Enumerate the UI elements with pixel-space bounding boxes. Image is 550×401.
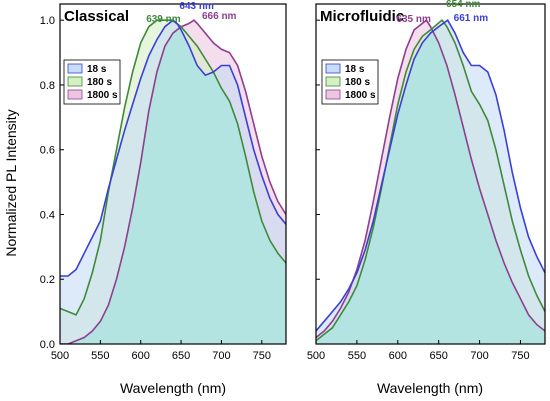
y-tick-label: 0.4 [40,209,55,221]
series-line-18s [60,19,286,277]
panel-title-classical: Classical [64,8,129,25]
x-tick-label: 550 [91,350,109,362]
x-tick-label: 700 [212,350,230,362]
legend-label: 1800 s [345,90,376,101]
x-tick-label: 750 [253,350,271,362]
y-tick-label: 0.6 [40,145,55,157]
y-tick-label: 0.8 [40,80,55,92]
panel-microfluidic: Microfluidic Wavelength (nm) 500 550 600 65… [307,0,546,396]
x-tick-label: 650 [429,350,447,362]
x-axis-title-classical: Wavelength (nm) [120,380,226,396]
series-line-180s [316,19,545,342]
plot-frame-microfluidic [315,3,546,345]
x-tick-label: 750 [511,350,529,362]
legend-label: 18 s [345,64,365,75]
legend-label: 1800 s [87,90,118,101]
peak-label: 661 nm [454,13,489,24]
y-tick-label: 0.2 [40,274,55,286]
series-line-1800s [60,19,286,344]
overlap-fill [60,29,286,344]
y-tick-label: 0.0 [40,339,55,351]
peak-label: 635 nm [396,14,431,25]
peak-label: 643 nm [179,1,214,12]
series-line-18s [316,19,545,332]
x-tick-label: 500 [51,350,69,362]
panel-classical: Classical Wavelength (nm) 500 550 600 650 70… [40,1,287,396]
overlap-fill [316,33,545,344]
legend-swatch [67,63,83,74]
legend-label: 180 s [87,77,112,88]
peak-label: 654 nm [446,0,481,10]
x-tick-label: 600 [389,350,407,362]
x-tick-label: 650 [172,350,190,362]
legend-swatch [325,63,341,74]
legend-swatch [325,89,341,100]
x-tick-label: 550 [348,350,366,362]
y-tick-label: 1.0 [40,15,55,27]
legend: 18 s 180 s 1800 s [63,59,121,105]
legend-label: 180 s [345,77,370,88]
x-axis-title-microfluidic: Wavelength (nm) [377,380,483,396]
peak-label: 666 nm [202,11,237,22]
legend-swatch [325,76,341,87]
x-tick-label: 600 [132,350,150,362]
legend-swatch [67,76,83,87]
x-tick-label: 500 [307,350,325,362]
peak-label: 639 nm [146,14,181,25]
x-tick-label: 700 [470,350,488,362]
panel-title-microfluidic: Microfluidic [320,8,404,25]
plot-area [316,19,545,344]
plot-frame-classical [59,3,287,345]
legend: 18 s 180 s 1800 s [321,59,379,105]
plot-area [60,19,286,344]
y-axis-title: Normalized PL Intensity [3,109,19,256]
legend-label: 18 s [87,64,107,75]
legend-swatch [67,89,83,100]
